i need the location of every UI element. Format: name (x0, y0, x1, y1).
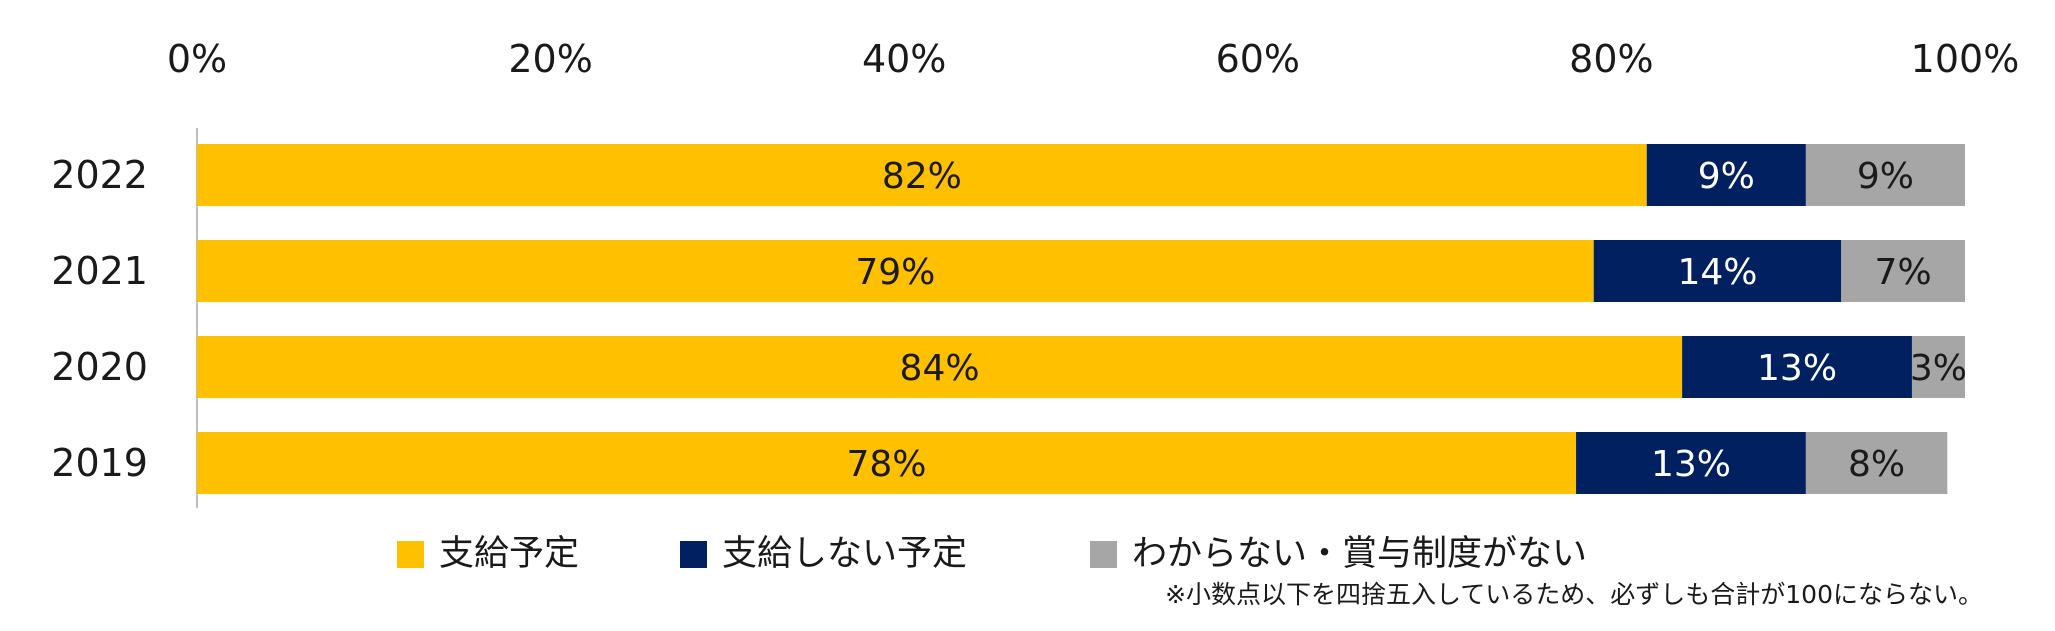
legend-swatch (397, 541, 424, 568)
x-tick-label: 60% (1216, 37, 1300, 81)
bar-segment (1841, 240, 1965, 302)
data-label: 14% (1677, 252, 1757, 293)
category-label: 2020 (51, 345, 148, 389)
bar-segment (1805, 144, 1965, 206)
legend-swatch (1090, 541, 1117, 568)
data-label: 8% (1848, 444, 1905, 485)
bar-segment (1805, 432, 1948, 494)
legend: 支給予定 支給しない予定 わからない・賞与制度がない (397, 534, 1587, 574)
data-label: 82% (882, 156, 962, 197)
x-axis-ticks: 0% 20% 40% 60% 80% 100% (167, 37, 2019, 81)
data-label: 84% (900, 348, 980, 389)
category-labels: 2022 2021 2020 2019 (51, 153, 148, 485)
data-label: 7% (1875, 252, 1932, 293)
legend-label: 支給予定 (439, 534, 579, 574)
bar-segment (1576, 432, 1806, 494)
bar-segment (1682, 336, 1912, 398)
bar-segment (197, 432, 1577, 494)
legend-label: わからない・賞与制度がない (1132, 534, 1587, 574)
bar-segment (1911, 336, 1965, 398)
category-label: 2019 (51, 441, 148, 485)
x-tick-label: 20% (508, 37, 592, 81)
data-label: 9% (1857, 156, 1914, 197)
category-label: 2022 (51, 153, 148, 197)
bar-segment (1593, 240, 1842, 302)
data-label: 13% (1757, 348, 1837, 389)
legend-label: 支給しない予定 (722, 534, 967, 574)
bar-segment (197, 336, 1683, 398)
data-label: 78% (847, 444, 927, 485)
bar-segment (197, 240, 1594, 302)
x-tick-label: 80% (1569, 37, 1653, 81)
x-tick-label: 0% (167, 37, 227, 81)
x-tick-label: 100% (1911, 37, 2020, 81)
data-label: 79% (855, 252, 935, 293)
x-tick-label: 40% (862, 37, 946, 81)
bars: 82% 9% 9% 79% 14% 7% 84% 13% 3% 78% 13% 8% (197, 144, 1967, 494)
legend-swatch (680, 541, 707, 568)
data-label: 13% (1651, 444, 1731, 485)
data-label: 9% (1698, 156, 1755, 197)
bar-segment (1646, 144, 1806, 206)
bar-segment (197, 144, 1647, 206)
category-label: 2021 (51, 249, 148, 293)
data-label: 3% (1910, 348, 1967, 389)
footnote: ※小数点以下を四捨五入しているため、必ずしも合計が100にならない。 (1165, 580, 1983, 609)
